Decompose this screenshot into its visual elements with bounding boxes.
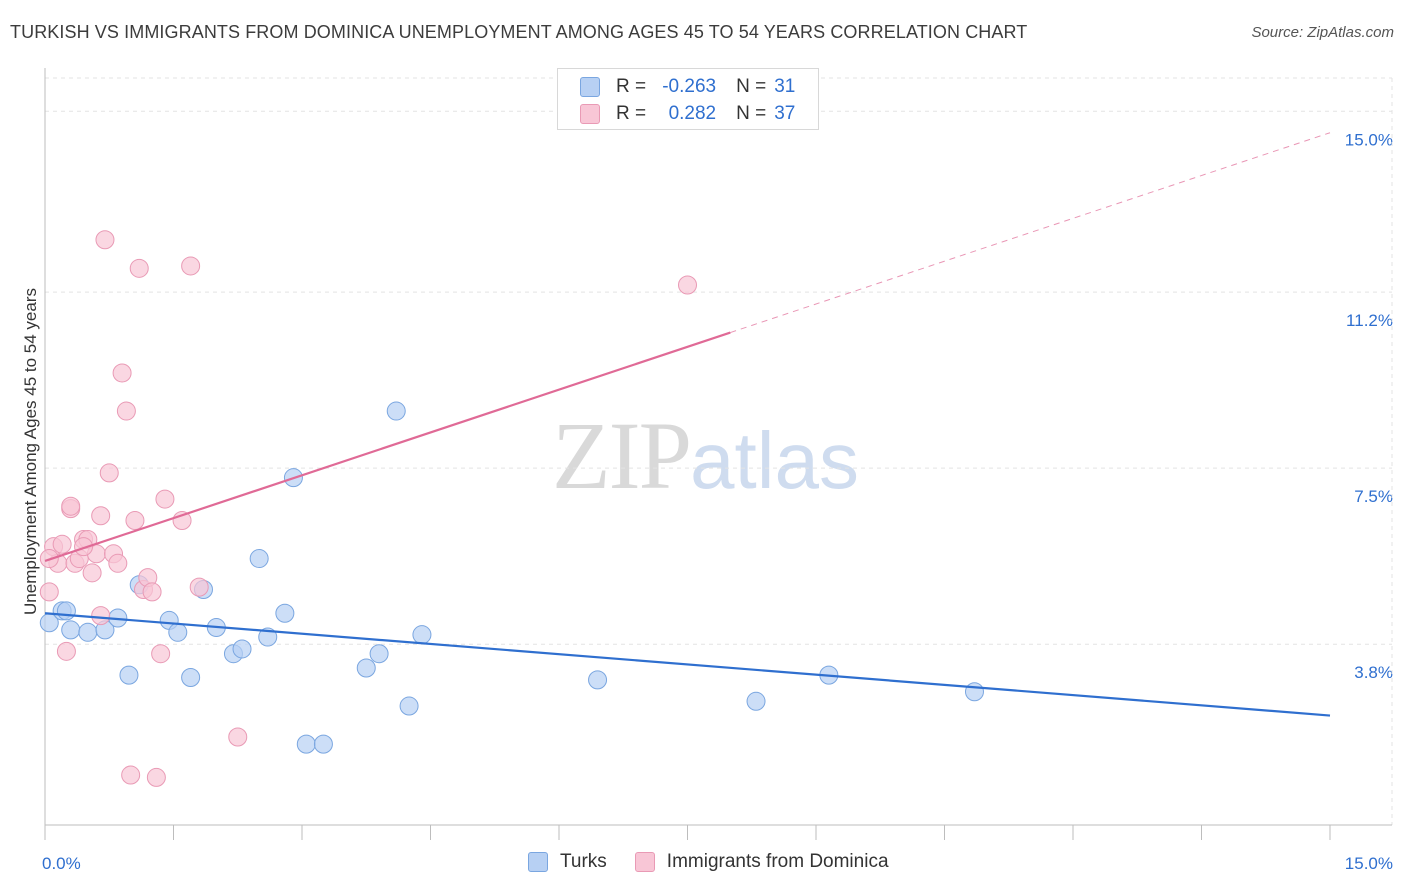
- x-tick-label: 15.0%: [1345, 854, 1393, 873]
- dominica-point: [116, 401, 136, 421]
- dominica-n-value: 37: [774, 103, 796, 124]
- dominica-point: [108, 553, 128, 573]
- dominica-point: [74, 537, 94, 557]
- turks-r-label: R =: [616, 76, 647, 97]
- turks-point: [296, 734, 316, 754]
- y-tick-label: 3.8%: [1354, 663, 1393, 682]
- turks-r-value: -0.263: [662, 76, 717, 97]
- dominica-point: [112, 363, 132, 383]
- dominica-swatch: [580, 104, 600, 124]
- stats-legend: R = -0.263 N = 31 R = 0.282 N = 37: [557, 68, 819, 130]
- dominica-r-value: 0.282: [668, 103, 717, 124]
- dominica-point: [228, 727, 248, 747]
- dominica-point: [82, 563, 102, 583]
- y-tick-label: 7.5%: [1354, 487, 1393, 506]
- turks-point: [313, 734, 333, 754]
- legend-item-turks[interactable]: Turks: [528, 851, 607, 873]
- dominica-point: [91, 506, 111, 526]
- dominica-point: [678, 275, 697, 295]
- source-label: Source: ZipAtlas.com: [1251, 24, 1394, 41]
- legend-dominica-label: Immigrants from Dominica: [666, 851, 889, 872]
- dominica-r-label: R =: [616, 103, 647, 124]
- dominica-point: [189, 577, 209, 597]
- dominica-point: [121, 765, 141, 785]
- dominica-trend-extension: [730, 132, 1331, 334]
- dominica-point: [142, 582, 162, 602]
- dominica-point: [91, 606, 111, 626]
- turks-swatch: [580, 77, 600, 97]
- legend-item-dominica[interactable]: Immigrants from Dominica: [634, 851, 889, 873]
- turks-point: [119, 665, 139, 685]
- dominica-point: [39, 582, 59, 602]
- turks-point: [258, 627, 278, 647]
- turks-point: [356, 658, 376, 678]
- dominica-point: [151, 644, 171, 664]
- turks-point: [61, 620, 81, 640]
- dominica-point: [95, 230, 115, 250]
- turks-n-value: 31: [774, 76, 796, 97]
- turks-point: [168, 622, 188, 642]
- turks-n-label: N =: [736, 76, 767, 97]
- dominica-point: [155, 489, 175, 509]
- dominica-point: [61, 496, 81, 516]
- turks-point: [746, 691, 766, 711]
- y-tick-label: 15.0%: [1345, 130, 1393, 149]
- legend-turks-swatch: [528, 852, 548, 872]
- turks-point: [369, 644, 389, 664]
- dominica-point: [129, 258, 149, 278]
- turks-point: [249, 549, 269, 569]
- turks-point: [56, 601, 76, 621]
- x-tick-label: 0.0%: [42, 854, 81, 873]
- dominica-point: [146, 767, 166, 787]
- stats-row-turks: R = -0.263 N = 31: [580, 75, 795, 99]
- watermark: ZIPatlas: [552, 400, 859, 511]
- legend-dominica-swatch: [634, 852, 655, 872]
- dominica-point: [52, 534, 72, 554]
- dominica-point: [125, 510, 145, 530]
- bottom-legend: Turks Immigrants from Dominica: [528, 851, 917, 873]
- turks-point: [588, 670, 608, 690]
- dominica-n-label: N =: [736, 103, 767, 124]
- turks-point: [399, 696, 419, 716]
- watermark-zip: ZIP: [552, 402, 692, 509]
- chart-title: TURKISH VS IMMIGRANTS FROM DOMINICA UNEM…: [10, 22, 1028, 42]
- watermark-atlas: atlas: [690, 416, 859, 505]
- dominica-point: [181, 256, 201, 276]
- y-axis-label: Unemployment Among Ages 45 to 54 years: [21, 288, 40, 615]
- turks-point: [78, 622, 98, 642]
- turks-point: [275, 603, 295, 623]
- legend-turks-label: Turks: [560, 851, 607, 872]
- y-tick-label: 11.2%: [1346, 311, 1393, 330]
- turks-trend-line: [44, 612, 1331, 717]
- turks-point: [181, 668, 201, 688]
- turks-point: [386, 401, 406, 421]
- dominica-point: [56, 641, 76, 661]
- dominica-point: [99, 463, 119, 483]
- turks-point: [964, 682, 984, 702]
- stats-row-dominica: R = 0.282 N = 37: [580, 102, 795, 126]
- dominica-trend-line: [44, 331, 731, 562]
- turks-point: [232, 639, 252, 659]
- turks-point: [412, 625, 432, 645]
